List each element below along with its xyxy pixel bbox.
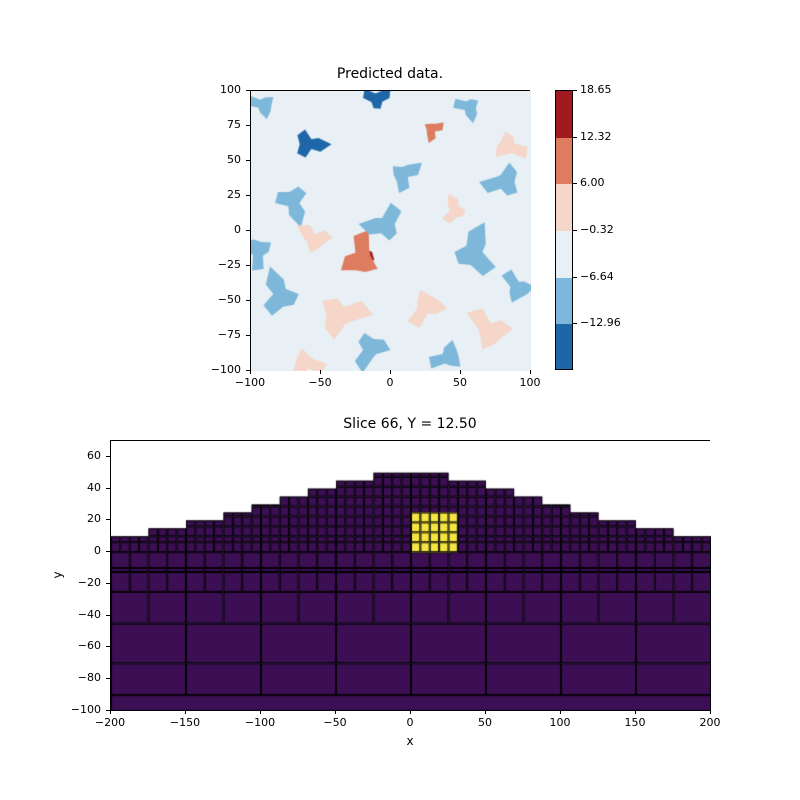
tick-label: −6.64 bbox=[580, 270, 614, 283]
colorbar-segment bbox=[556, 138, 572, 185]
top-plot-axes bbox=[250, 90, 530, 370]
tick-label: 50 bbox=[191, 153, 241, 166]
tick-label: 75 bbox=[191, 118, 241, 131]
tick-label: 50 bbox=[435, 376, 485, 389]
tick-label: 25 bbox=[191, 188, 241, 201]
tick-label: −40 bbox=[51, 608, 101, 621]
tick-label: −50 bbox=[310, 716, 360, 729]
tick-label: −100 bbox=[191, 363, 241, 376]
tick-mark bbox=[573, 137, 577, 138]
tick-mark bbox=[110, 710, 111, 714]
colorbar-segment bbox=[556, 91, 572, 138]
colorbar-segment bbox=[556, 231, 572, 278]
tick-label: 40 bbox=[51, 481, 101, 494]
tick-mark bbox=[106, 710, 110, 711]
colorbar-segment bbox=[556, 184, 572, 231]
tick-mark bbox=[246, 370, 250, 371]
tick-mark bbox=[260, 710, 261, 714]
colorbar bbox=[555, 90, 573, 370]
tick-mark bbox=[246, 90, 250, 91]
tick-label: 100 bbox=[505, 376, 555, 389]
tick-label: −100 bbox=[225, 376, 275, 389]
tick-label: 0 bbox=[385, 716, 435, 729]
tick-label: 0 bbox=[365, 376, 415, 389]
tick-mark bbox=[573, 230, 577, 231]
tick-label: −150 bbox=[160, 716, 210, 729]
bottom-plot-canvas bbox=[111, 441, 711, 711]
tick-label: 18.65 bbox=[580, 83, 612, 96]
tick-label: 200 bbox=[685, 716, 735, 729]
tick-mark bbox=[106, 519, 110, 520]
tick-label: −60 bbox=[51, 639, 101, 652]
tick-mark bbox=[106, 646, 110, 647]
tick-mark bbox=[320, 370, 321, 374]
tick-label: 100 bbox=[535, 716, 585, 729]
tick-label: 12.32 bbox=[580, 130, 612, 143]
tick-label: 0 bbox=[51, 544, 101, 557]
bottom-ylabel: y bbox=[51, 571, 65, 578]
tick-mark bbox=[250, 370, 251, 374]
tick-mark bbox=[573, 90, 577, 91]
tick-label: −50 bbox=[295, 376, 345, 389]
tick-mark bbox=[246, 230, 250, 231]
tick-mark bbox=[573, 323, 577, 324]
tick-mark bbox=[485, 710, 486, 714]
tick-label: −12.96 bbox=[580, 316, 621, 329]
tick-mark bbox=[573, 183, 577, 184]
tick-mark bbox=[460, 370, 461, 374]
bottom-xlabel: x bbox=[110, 734, 710, 748]
tick-label: −200 bbox=[85, 716, 135, 729]
tick-mark bbox=[530, 370, 531, 374]
tick-mark bbox=[246, 335, 250, 336]
tick-label: −0.32 bbox=[580, 223, 614, 236]
top-plot-title: Predicted data. bbox=[250, 66, 530, 82]
tick-mark bbox=[335, 710, 336, 714]
tick-label: 20 bbox=[51, 512, 101, 525]
tick-label: 150 bbox=[610, 716, 660, 729]
bottom-plot-title: Slice 66, Y = 12.50 bbox=[110, 416, 710, 432]
tick-mark bbox=[106, 583, 110, 584]
tick-mark bbox=[560, 710, 561, 714]
top-plot-canvas bbox=[251, 91, 531, 371]
tick-label: 60 bbox=[51, 449, 101, 462]
tick-mark bbox=[390, 370, 391, 374]
tick-label: −100 bbox=[235, 716, 285, 729]
tick-mark bbox=[246, 125, 250, 126]
tick-label: 6.00 bbox=[580, 176, 605, 189]
tick-mark bbox=[410, 710, 411, 714]
tick-mark bbox=[246, 300, 250, 301]
tick-mark bbox=[710, 710, 711, 714]
tick-mark bbox=[185, 710, 186, 714]
tick-label: −75 bbox=[191, 328, 241, 341]
tick-label: −100 bbox=[51, 703, 101, 716]
tick-mark bbox=[106, 488, 110, 489]
tick-mark bbox=[106, 615, 110, 616]
tick-mark bbox=[573, 277, 577, 278]
tick-label: 50 bbox=[460, 716, 510, 729]
colorbar-segment bbox=[556, 278, 572, 325]
tick-label: 100 bbox=[191, 83, 241, 96]
tick-label: 0 bbox=[191, 223, 241, 236]
tick-label: −80 bbox=[51, 671, 101, 684]
bottom-plot-axes bbox=[110, 440, 710, 710]
tick-mark bbox=[246, 265, 250, 266]
tick-label: −50 bbox=[191, 293, 241, 306]
tick-mark bbox=[106, 678, 110, 679]
colorbar-segment bbox=[556, 324, 572, 370]
tick-mark bbox=[246, 160, 250, 161]
tick-label: −25 bbox=[191, 258, 241, 271]
tick-mark bbox=[106, 456, 110, 457]
tick-mark bbox=[635, 710, 636, 714]
tick-mark bbox=[246, 195, 250, 196]
tick-mark bbox=[106, 551, 110, 552]
